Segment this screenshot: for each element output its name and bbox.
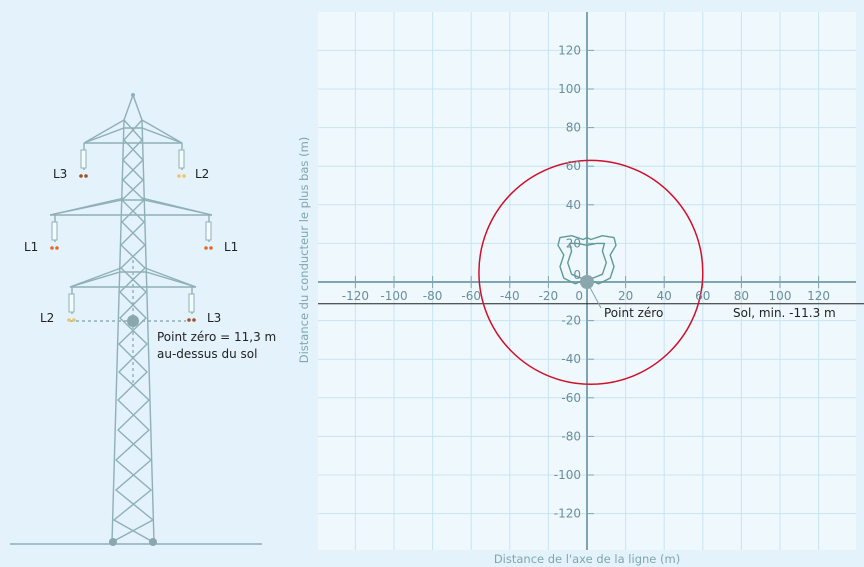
x-tick-label: 0	[575, 289, 583, 303]
x-tick-label: -40	[500, 289, 520, 303]
y-tick-label: 120	[558, 43, 581, 57]
y-tick-label: 100	[558, 82, 581, 96]
zero-point-height-label-2: au-dessus du sol	[157, 347, 257, 361]
x-tick-label: -120	[342, 289, 369, 303]
tick-labels: -120 -100 -80 -60 -40 -20 20 40 60 80 100 1200-120-…	[342, 43, 830, 520]
zero-point-label: Point zéro	[604, 306, 663, 320]
x-tick-label: -60	[461, 289, 481, 303]
phase-label-low-right: L3	[207, 311, 221, 325]
y-tick-label: 40	[566, 198, 581, 212]
y-tick-label: 60	[566, 159, 581, 173]
y-tick-label: -100	[554, 468, 581, 482]
x-tick-label: -20	[539, 289, 559, 303]
y-tick-label: -20	[561, 314, 581, 328]
conductor-dots	[50, 174, 213, 322]
zero-point-marker	[127, 315, 139, 327]
zero-point-height-label: Point zéro = 11,3 m	[157, 330, 276, 344]
x-tick-label: 40	[657, 289, 672, 303]
y-tick-label: -120	[554, 507, 581, 521]
phase-label-top-left: L3	[53, 167, 67, 181]
x-tick-label: 20	[618, 289, 633, 303]
y-tick-label: 20	[566, 236, 581, 250]
pylon-diagram: L3 L2 L1 L1 L2 L3 Point zéro = 11,3 m au…	[10, 93, 276, 546]
phase-label-low-left: L2	[40, 311, 54, 325]
grid	[318, 12, 856, 550]
y-tick-label: -40	[561, 352, 581, 366]
x-tick-label: 100	[769, 289, 792, 303]
x-tick-label: -100	[380, 289, 407, 303]
field-limit-circle	[478, 159, 704, 386]
x-axis-title: Distance de l'axe de la ligne (m)	[494, 552, 680, 566]
x-tick-label: 120	[807, 289, 830, 303]
y-tick-label: 80	[566, 121, 581, 135]
phase-label-mid-right: L1	[224, 240, 238, 254]
phase-label-top-right: L2	[195, 167, 209, 181]
y-tick-label: 0	[573, 268, 581, 282]
y-tick-label: -80	[561, 429, 581, 443]
ground-level-label: Sol, min. -11.3 m	[733, 306, 836, 320]
y-tick-label: -60	[561, 391, 581, 405]
y-axis-title: Distance du conducteur le plus bas (m)	[297, 137, 311, 364]
zero-point-pointer	[586, 281, 602, 309]
chart-marks: Point zéro Sol, min. -11.3 m	[318, 159, 864, 386]
phase-label-mid-left: L1	[24, 240, 38, 254]
x-tick-label: 60	[695, 289, 710, 303]
x-tick-label: -80	[423, 289, 443, 303]
x-tick-label: 80	[734, 289, 749, 303]
